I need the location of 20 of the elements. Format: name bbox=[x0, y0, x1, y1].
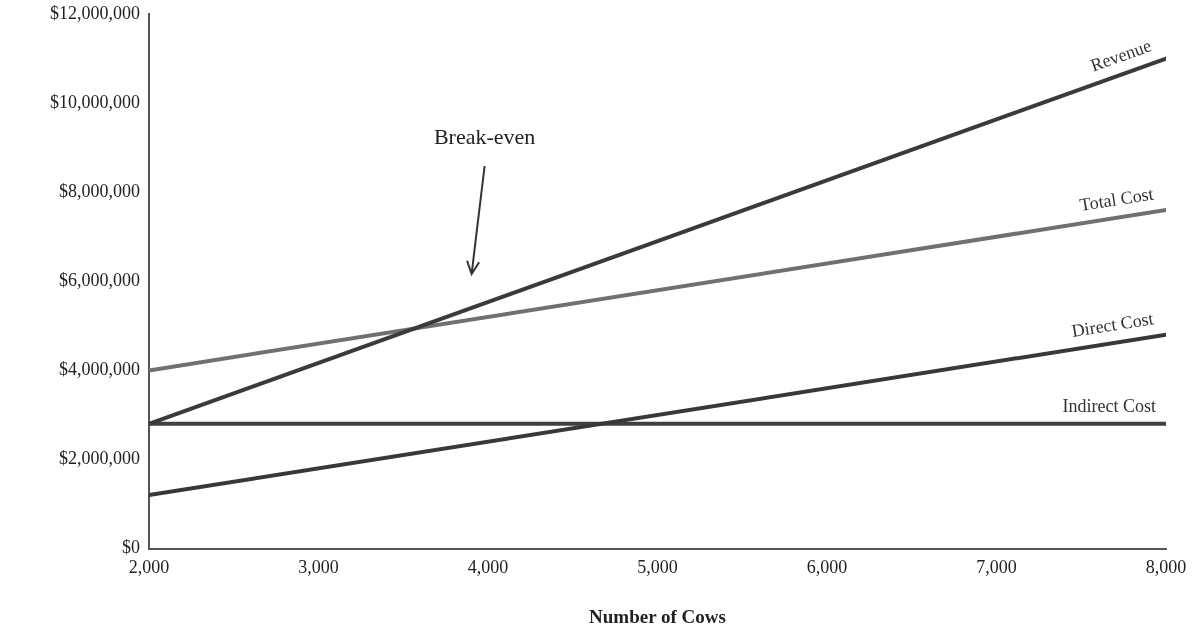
x-axis-title: Number of Cows bbox=[589, 605, 726, 627]
x-tick-label: 3,000 bbox=[298, 557, 339, 578]
annotation: Break-even bbox=[433, 124, 536, 149]
y-tick-label: $12,000,000 bbox=[50, 2, 140, 23]
x-tick-label: 5,000 bbox=[637, 557, 678, 578]
y-tick-label: $0 bbox=[122, 537, 140, 558]
x-tick-label: 7,000 bbox=[976, 557, 1017, 578]
text: Total Cost bbox=[1078, 183, 1155, 215]
y-tick-label: $4,000,000 bbox=[59, 359, 140, 380]
y-tick-label: $6,000,000 bbox=[59, 270, 140, 291]
x-tick-label: 4,000 bbox=[467, 557, 509, 578]
x-tick-label: 8,000 bbox=[1145, 557, 1187, 578]
y-tick-label: $2,000,000 bbox=[59, 448, 140, 469]
series-label: Indirect Cost bbox=[1062, 395, 1156, 416]
text: Revenue bbox=[1087, 35, 1154, 76]
x-tick-label: 6,000 bbox=[806, 557, 848, 578]
y-tick-label: $8,000,000 bbox=[59, 180, 140, 201]
x-tick-label: 2,000 bbox=[128, 557, 170, 578]
y-tick-label: $10,000,000 bbox=[50, 91, 140, 112]
text: Direct Cost bbox=[1070, 308, 1155, 341]
